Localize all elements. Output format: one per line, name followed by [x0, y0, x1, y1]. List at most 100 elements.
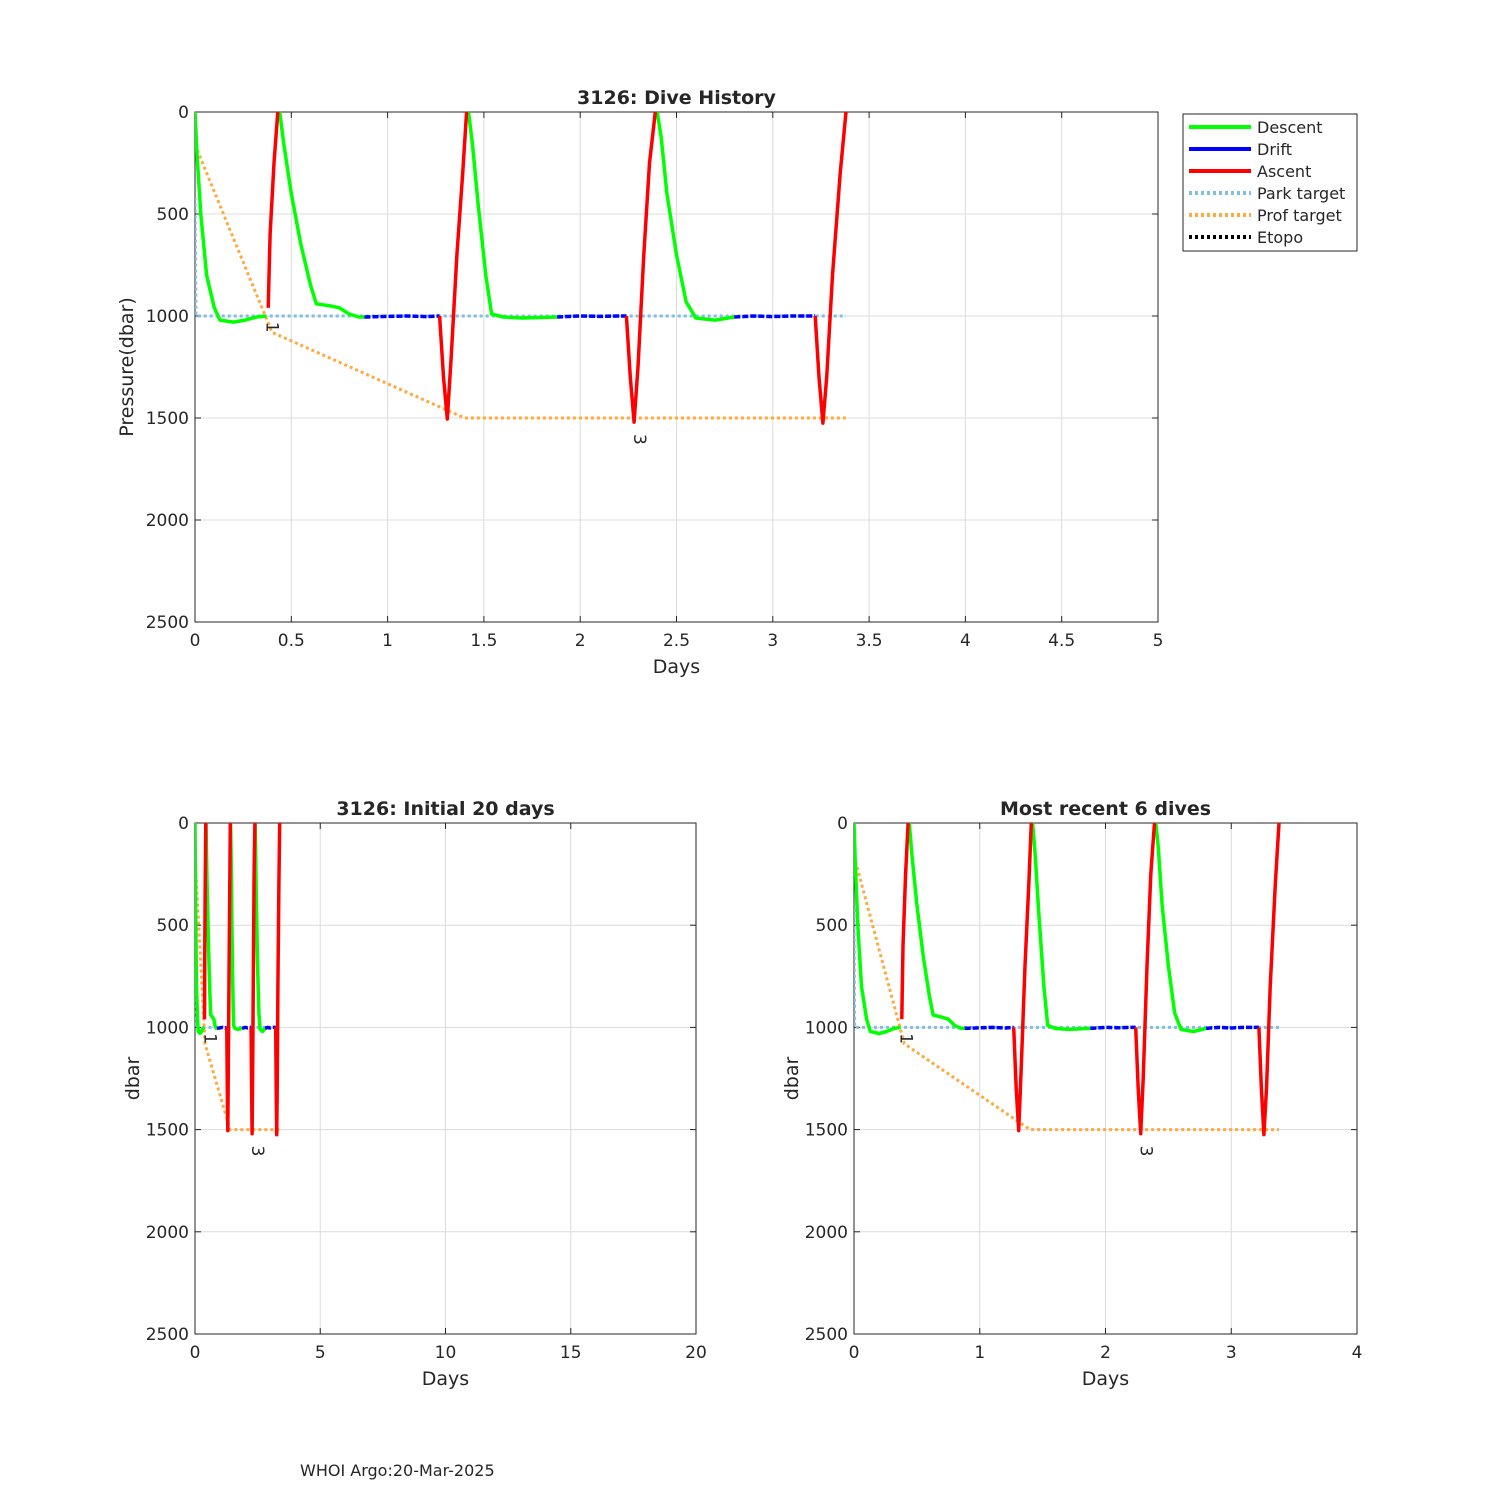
x-axis-label: Days [1082, 1368, 1129, 1390]
drift-line [964, 1025, 1014, 1031]
y-tick-label: 2000 [146, 1223, 189, 1243]
x-tick-label: 0 [190, 1343, 201, 1363]
y-axis-label: Pressure(dbar) [116, 297, 138, 437]
y-tick-label: 500 [816, 916, 848, 936]
ascent-line [1011, 822, 1034, 1133]
cycle-annotation: 3 [247, 1146, 267, 1157]
x-tick-label: 1.5 [470, 631, 497, 651]
data-layer [854, 822, 1281, 1137]
descent-line [1154, 822, 1207, 1034]
drift-line [364, 314, 440, 319]
x-tick-label: 2 [575, 631, 586, 651]
y-tick-label: 1500 [146, 409, 189, 429]
descent-legend-label: Descent [1257, 118, 1323, 137]
x-axis-label: Days [653, 656, 700, 678]
y-tick-label: 2500 [146, 1325, 189, 1345]
chart-title: 3126: Dive History [577, 87, 776, 109]
drift-legend-label: Drift [1257, 140, 1292, 159]
cycle-annotation: 1 [199, 1033, 219, 1044]
ascent-line [1257, 822, 1281, 1137]
cycle-annotation: 3 [1136, 1146, 1156, 1157]
prof-target-legend-label: Prof target [1257, 206, 1342, 225]
x-tick-label: 2.5 [663, 631, 690, 651]
most-recent-dives-axes: 0 1 2 3 4 0 500 1000 1500 2000 2500 Most recent 6 d… [781, 798, 1362, 1390]
x-tick-label: 20 [685, 1343, 707, 1363]
legend: Descent Drift Ascent Park target Prof target… [1182, 113, 1358, 252]
y-tick-label: 2000 [146, 511, 189, 531]
y-tick-label: 1000 [146, 307, 189, 327]
prof-target-line [195, 144, 846, 420]
descent-line [907, 822, 965, 1031]
prof-target-line [195, 855, 280, 1132]
y-tick-label: 1500 [805, 1121, 848, 1141]
prof-target-line [854, 855, 1279, 1132]
descent-line [204, 822, 219, 1031]
x-tick-label: 3 [1226, 1343, 1237, 1363]
x-tick-label: 1 [974, 1343, 985, 1363]
chart-title: 3126: Initial 20 days [336, 798, 554, 820]
cycle-annotation: 3 [629, 434, 649, 445]
ascent-line [273, 822, 282, 1137]
cycle-annotation: 1 [896, 1033, 916, 1044]
x-tick-label: 4 [960, 631, 971, 651]
axes-frame [194, 111, 1159, 623]
y-tick-label: 2500 [805, 1325, 848, 1345]
etopo-legend-label: Etopo [1257, 228, 1303, 247]
ascent-line [249, 822, 257, 1136]
ascent-line [900, 822, 910, 1020]
ascent-line [624, 111, 658, 424]
drift-line [734, 314, 816, 319]
y-tick-label: 500 [157, 916, 189, 936]
drift-line [264, 1025, 276, 1031]
x-tick-label: 5 [1153, 631, 1164, 651]
descent-line [466, 111, 558, 320]
x-tick-label: 4 [1352, 1343, 1363, 1363]
x-tick-label: 5 [315, 1343, 326, 1363]
legend-box [1182, 113, 1358, 252]
y-tick-label: 0 [837, 814, 848, 834]
chart-title: Most recent 6 dives [1000, 798, 1211, 820]
x-tick-label: 3 [767, 631, 778, 651]
x-tick-label: 10 [435, 1343, 457, 1363]
x-tick-label: 0 [849, 1343, 860, 1363]
dive-history-axes: 0 0.5 1 1.5 2 2.5 3 3.5 4 4.5 5 0 500 1000 1500 2000 250… [116, 87, 1163, 678]
y-axis-label: dbar [781, 1057, 803, 1101]
x-tick-label: 3.5 [856, 631, 883, 651]
x-tick-label: 4.5 [1048, 631, 1075, 651]
x-tick-label: 0 [190, 631, 201, 651]
ascent-line [202, 822, 208, 1020]
park-target-legend-label: Park target [1257, 184, 1345, 203]
y-tick-label: 2500 [146, 613, 189, 633]
y-tick-label: 500 [157, 205, 189, 225]
initial-20-days-axes: 0 5 10 15 20 0 500 1000 1500 2000 2500 3126: Initia… [122, 798, 707, 1390]
x-axis-label: Days [422, 1368, 469, 1390]
y-tick-label: 0 [178, 814, 189, 834]
ascent-line [225, 822, 233, 1133]
descent-line [1030, 822, 1091, 1032]
y-tick-label: 0 [178, 103, 189, 123]
data-layer [195, 822, 282, 1137]
descent-line [195, 111, 267, 324]
data-layer [195, 111, 848, 425]
x-tick-label: 15 [560, 1343, 582, 1363]
drift-line [1090, 1025, 1136, 1031]
x-tick-label: 0.5 [278, 631, 305, 651]
cycle-annotation: 1 [261, 322, 281, 333]
ascent-line [437, 111, 469, 421]
descent-line [854, 822, 901, 1036]
ascent-legend-label: Ascent [1257, 162, 1311, 181]
y-tick-label: 1000 [146, 1018, 189, 1038]
drift-line [241, 1025, 252, 1031]
axes-frame [194, 822, 697, 1335]
y-tick-label: 1500 [146, 1121, 189, 1141]
y-tick-label: 1000 [805, 1018, 848, 1038]
ascent-line [813, 111, 848, 425]
x-tick-label: 2 [1100, 1343, 1111, 1363]
footer-text: WHOI Argo:20-Mar-2025 [300, 1461, 495, 1480]
x-tick-label: 1 [382, 631, 393, 651]
descent-line [277, 111, 365, 319]
y-tick-label: 2000 [805, 1223, 848, 1243]
descent-line [195, 822, 206, 1036]
ascent-line [266, 111, 280, 308]
